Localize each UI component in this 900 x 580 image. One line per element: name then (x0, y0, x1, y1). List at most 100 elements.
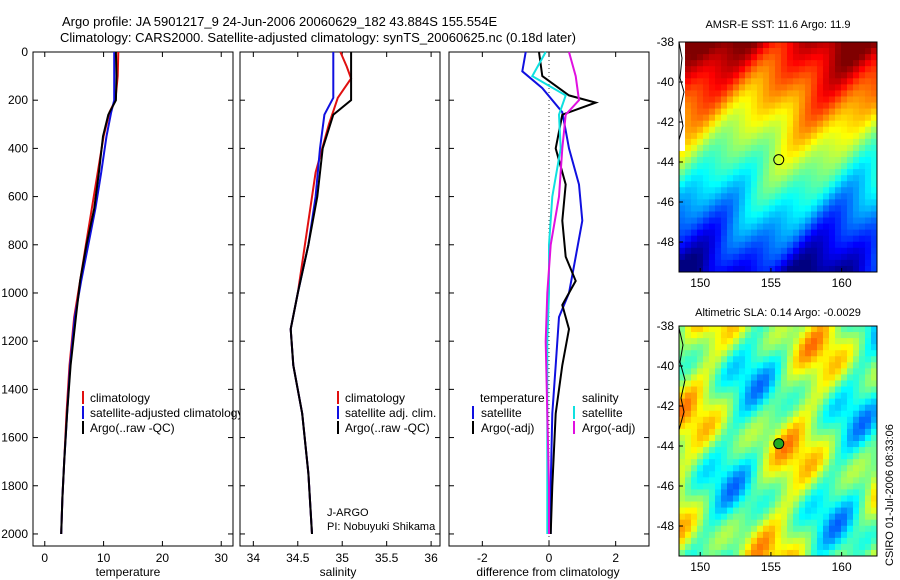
heatmap-cell (823, 157, 830, 164)
heatmap-cell (679, 483, 686, 490)
heatmap-cell (871, 150, 878, 158)
heatmap-cell (769, 543, 776, 551)
heatmap-cell (859, 120, 866, 128)
heatmap-cell (805, 48, 812, 55)
heatmap-cell (703, 229, 710, 237)
heatmap-cell (871, 332, 878, 339)
heatmap-cell (823, 211, 830, 218)
heatmap-cell (811, 525, 818, 533)
heatmap-cell (811, 471, 818, 478)
heatmap-cell (841, 380, 848, 387)
heatmap-cell (715, 513, 722, 521)
heatmap-cell (823, 150, 830, 158)
heatmap-cell (859, 205, 866, 212)
heatmap-cell (793, 441, 800, 448)
heatmap-cell (751, 392, 758, 400)
heatmap-cell (685, 60, 692, 67)
heatmap-cell (841, 404, 848, 412)
heatmap-cell (775, 326, 782, 333)
heatmap-cell (859, 247, 866, 255)
heatmap-cell (871, 253, 878, 261)
heatmap-cell (853, 459, 860, 466)
heatmap-cell (685, 326, 692, 333)
heatmap-cell (775, 235, 782, 243)
heatmap-cell (799, 495, 806, 502)
heatmap-cell (811, 217, 818, 224)
heatmap-cell (823, 549, 830, 557)
heatmap-cell (691, 489, 698, 496)
heatmap-cell (757, 259, 764, 267)
heatmap-cell (751, 235, 758, 243)
heatmap-cell (685, 531, 692, 539)
heatmap-cell (859, 78, 866, 85)
heatmap-cell (691, 483, 698, 490)
heatmap-cell (841, 416, 848, 424)
heatmap-cell (763, 163, 770, 170)
heatmap-cell (811, 362, 818, 369)
heatmap-cell (823, 332, 830, 339)
heatmap-cell (817, 362, 824, 369)
heatmap-cell (691, 247, 698, 255)
heatmap-cell (727, 54, 734, 61)
heatmap-cell (865, 447, 872, 454)
heatmap-cell (715, 187, 722, 194)
heatmap-cell (811, 48, 818, 55)
heatmap-cell (817, 386, 824, 393)
heatmap-cell (733, 157, 740, 164)
heatmap-cell (853, 380, 860, 387)
heatmap-cell (799, 259, 806, 267)
heatmap-cell (781, 459, 788, 466)
heatmap-cell (793, 72, 800, 79)
heatmap-cell (763, 247, 770, 255)
heatmap-cell (799, 60, 806, 67)
heatmap-cell (691, 193, 698, 200)
heatmap-cell (769, 495, 776, 502)
heatmap-cell (709, 60, 716, 67)
y-tick-label: 200 (8, 93, 28, 107)
heatmap-cell (787, 144, 794, 152)
heatmap-cell (697, 471, 704, 478)
heatmap-cell (865, 471, 872, 478)
heatmap-cell (799, 211, 806, 218)
heatmap-cell (709, 102, 716, 109)
heatmap-cell (727, 356, 734, 363)
heatmap-cell (781, 96, 788, 103)
heatmap-cell (715, 332, 722, 339)
heatmap-cell (853, 235, 860, 243)
heatmap-cell (805, 447, 812, 454)
heatmap-cell (871, 169, 878, 176)
heatmap-cell (751, 356, 758, 363)
heatmap-cell (751, 374, 758, 381)
heatmap-cell (793, 525, 800, 533)
heatmap-cell (745, 205, 752, 212)
heatmap-cell (679, 205, 686, 212)
heatmap-cell (733, 416, 740, 424)
heatmap-cell (703, 428, 710, 436)
y-tick-label: -46 (657, 479, 675, 493)
heatmap-cell (835, 157, 842, 164)
heatmap-cell (841, 465, 848, 472)
heatmap-cell (709, 350, 716, 357)
heatmap-cell (691, 60, 698, 67)
heatmap-cell (709, 465, 716, 472)
heatmap-cell (745, 223, 752, 231)
heatmap-cell (679, 48, 686, 55)
heatmap-cell (829, 398, 836, 406)
heatmap-cell (721, 187, 728, 194)
heatmap-cell (727, 543, 734, 551)
heatmap-cell (763, 525, 770, 533)
heatmap-cell (721, 138, 728, 146)
heatmap-cell (685, 471, 692, 478)
heatmap-cell (823, 54, 830, 61)
heatmap-cell (685, 187, 692, 194)
heatmap-cell (679, 72, 686, 79)
heatmap-cell (691, 229, 698, 237)
heatmap-cell (685, 453, 692, 460)
heatmap-cell (853, 356, 860, 363)
heatmap-cell (775, 465, 782, 472)
heatmap-cell (787, 392, 794, 400)
heatmap-cell (703, 66, 710, 73)
heatmap-cell (679, 102, 686, 109)
y-tick-label: -48 (657, 235, 675, 249)
heatmap-cell (745, 380, 752, 387)
